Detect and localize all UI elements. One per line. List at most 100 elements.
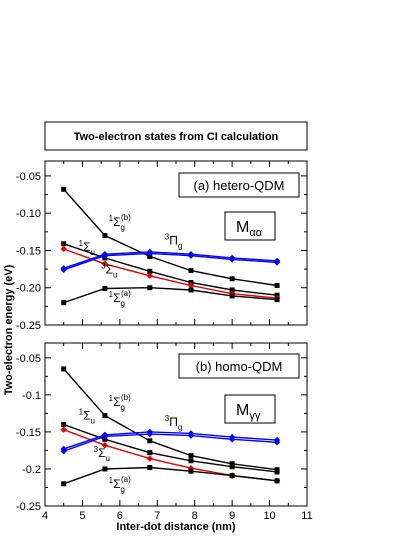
panel-a-matrix-symbol: M [236,219,249,236]
data-point [188,453,194,459]
state-label-multiplicity: 1 [109,476,114,485]
data-point [146,428,153,436]
x-axis-title: Inter-dot distance (nm) [116,521,236,533]
state-label-s3u: 3Σu [101,262,117,280]
data-point [187,250,195,258]
y-tick-label: -0.20 [16,283,41,295]
panel-a-matrix-frame [224,211,276,241]
series-line [63,188,278,287]
state-label-parity: g [178,423,182,432]
data-point [229,464,235,470]
data-point [274,297,280,303]
state-label-multiplicity: 1 [79,407,84,416]
data-point [61,422,67,427]
data-point [102,233,108,239]
state-label-branch: (a) [121,475,131,484]
data-point [61,186,67,192]
state-label-branch: (a) [121,289,131,298]
panel-b-matrix-symbol: M [236,402,249,419]
state-label-parity: u [113,271,117,280]
panel-a-legend-box: (a) hetero-QDM [178,172,300,198]
title-box: Two-electron states from CI calculation [44,121,308,151]
state-label-s1u: 1Σu [79,239,95,257]
state-label-s1gb: 1Σg(b) [109,393,131,412]
panel-b-matrix-subscript: γγ [249,410,261,422]
y-tick-label: -0.25 [16,501,41,513]
series-line [63,286,278,304]
data-point [147,464,153,470]
state-label-multiplicity: 3 [101,262,106,271]
data-point [61,241,67,247]
data-point [146,455,153,462]
state-label-symbol: Σ [106,263,113,277]
state-label-parity: g [121,223,125,232]
state-label-parity: g [121,485,125,494]
data-point [101,431,109,439]
x-tick-label: 4 [42,510,48,522]
state-label-multiplicity: 3 [165,232,170,241]
panel-b-matrix-box: Mγγ [224,394,276,424]
state-label-s3u: 3Σu [94,445,110,463]
panel-hetero-qdm: -0.25-0.20-0.15-0.10-0.05 1Σg(b)3Πg1Σu3Σ… [16,160,308,332]
data-point [102,285,108,291]
series-line [63,368,278,471]
state-label-symbol: Σ [113,291,120,305]
chart-title: Two-electron states from CI calculation [74,131,279,143]
state-label-s1ga: 1Σg(a) [109,475,131,494]
panel-b-series [60,366,281,487]
series-line [63,431,278,450]
panel-a-matrix-label: Mαα [236,219,263,239]
data-point [188,458,194,464]
state-label-multiplicity: 3 [165,414,170,423]
series-line [63,248,278,299]
state-label-symbol: Σ [113,395,120,409]
x-tick-label: 11 [301,510,312,522]
state-label-s1ga: 1Σg(a) [109,289,131,308]
x-tick-label: 7 [154,510,160,522]
state-label-parity: g [121,403,125,412]
panel-a-matrix-subscript: αα [249,227,262,239]
data-point [228,433,236,441]
data-point [147,268,153,274]
state-label-multiplicity: 1 [109,214,114,223]
panel-b-matrix-label: Mγγ [236,402,261,422]
data-point [188,287,194,293]
data-point [147,285,153,291]
state-label-symbol: Π [169,233,178,247]
state-label-s3pg: 3Πg [165,232,183,250]
data-point [61,300,67,306]
state-label-parity: u [91,248,95,257]
y-tick-label: -0.25 [16,320,41,332]
y-tick-label: -0.1 [22,390,41,402]
y-tick-label: -0.10 [16,208,41,220]
data-point [61,481,67,487]
state-label-symbol: Π [169,415,178,429]
state-label-s1u: 1Σu [79,407,95,425]
y-tick-label: -0.05 [16,171,41,183]
x-tick-label: 10 [263,510,275,522]
panel-b-legend-box: (b) homo-QDM [178,353,300,379]
data-point [229,473,235,479]
data-point [60,245,67,253]
data-point [187,282,195,289]
data-point [229,276,235,282]
state-label-symbol: Σ [83,408,90,422]
data-point [146,248,153,256]
data-point [147,450,153,456]
data-point [274,469,280,475]
y-tick-label: -0.05 [16,353,41,365]
panel-b-ticks: -0.25-0.2-0.15-0.1-0.054 5 6 7 8 9 10 11 [16,343,313,522]
data-point [101,250,109,258]
data-point [229,293,235,299]
series-line [63,433,278,452]
state-label-multiplicity: 1 [109,290,114,299]
data-point [102,466,108,472]
data-point [147,438,153,444]
panel-a-series [60,186,281,306]
data-point [60,426,67,433]
data-point [60,265,67,272]
panel-b-label: (b) homo-QDM [196,359,283,374]
